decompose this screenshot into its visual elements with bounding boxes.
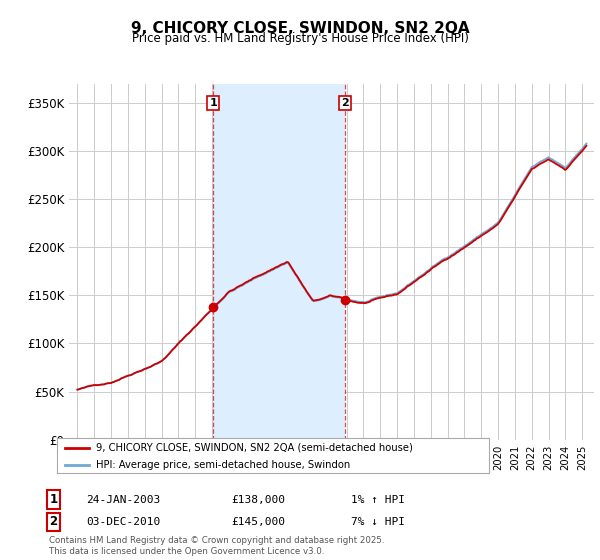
Text: 24-JAN-2003: 24-JAN-2003: [86, 494, 160, 505]
Text: Contains HM Land Registry data © Crown copyright and database right 2025.
This d: Contains HM Land Registry data © Crown c…: [49, 536, 385, 556]
Text: 9, CHICORY CLOSE, SWINDON, SN2 2QA (semi-detached house): 9, CHICORY CLOSE, SWINDON, SN2 2QA (semi…: [96, 443, 413, 453]
Text: 1: 1: [49, 493, 58, 506]
Text: £138,000: £138,000: [231, 494, 285, 505]
Text: HPI: Average price, semi-detached house, Swindon: HPI: Average price, semi-detached house,…: [96, 460, 350, 469]
Text: 9, CHICORY CLOSE, SWINDON, SN2 2QA: 9, CHICORY CLOSE, SWINDON, SN2 2QA: [131, 21, 469, 36]
Text: 1: 1: [209, 98, 217, 108]
Text: 1% ↑ HPI: 1% ↑ HPI: [351, 494, 405, 505]
Text: 2: 2: [341, 98, 349, 108]
Text: Price paid vs. HM Land Registry's House Price Index (HPI): Price paid vs. HM Land Registry's House …: [131, 32, 469, 45]
Text: £145,000: £145,000: [231, 517, 285, 527]
Text: 2: 2: [49, 515, 58, 529]
Text: 03-DEC-2010: 03-DEC-2010: [86, 517, 160, 527]
Text: 7% ↓ HPI: 7% ↓ HPI: [351, 517, 405, 527]
Bar: [213, 84, 345, 440]
